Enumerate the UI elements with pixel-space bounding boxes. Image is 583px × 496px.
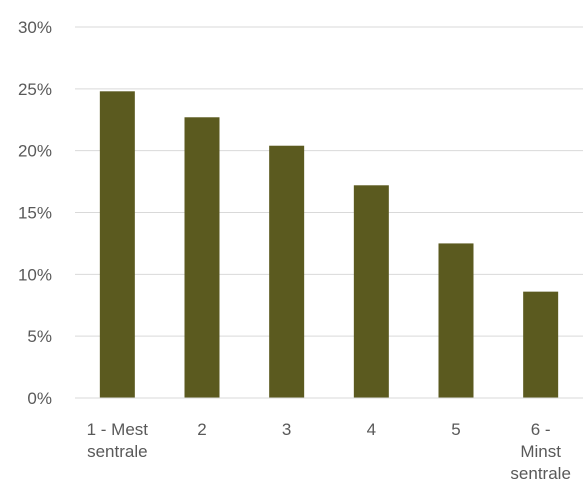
bar: [353, 185, 389, 398]
x-tick-label: 4: [367, 420, 376, 439]
bar: [438, 243, 474, 398]
bar: [99, 91, 135, 398]
y-tick-labels: 0% 5% 10% 15% 20% 25% 30%: [18, 18, 52, 408]
x-tick-label-line: 2: [197, 420, 206, 439]
y-tick-label: 15%: [18, 204, 52, 223]
x-tick-label-line: 4: [367, 420, 376, 439]
y-tick-label: 0%: [27, 389, 52, 408]
x-tick-labels: 1 - Mest sentrale 2 3 4 5 6 - Minst sentrale: [87, 420, 571, 483]
bars: [99, 91, 559, 398]
x-tick-label-line: sentrale: [87, 442, 147, 461]
bar: [523, 291, 559, 398]
x-tick-label-line: sentrale: [510, 464, 570, 483]
x-tick-label: 1 - Mest sentrale: [87, 420, 149, 461]
x-tick-label-line: 5: [451, 420, 460, 439]
x-tick-label: 3: [282, 420, 291, 439]
x-tick-label: 5: [451, 420, 460, 439]
y-tick-label: 20%: [18, 142, 52, 161]
y-tick-label: 25%: [18, 80, 52, 99]
x-tick-label-line: 3: [282, 420, 291, 439]
bar: [269, 145, 305, 398]
y-tick-label: 10%: [18, 265, 52, 284]
y-tick-label: 5%: [27, 327, 52, 346]
x-tick-label: 6 - Minst sentrale: [510, 420, 570, 483]
x-tick-label-line: 1 - Mest: [87, 420, 149, 439]
gridlines: [75, 26, 583, 337]
x-tick-label-line: 6 -: [531, 420, 551, 439]
y-tick-label: 30%: [18, 18, 52, 37]
bar: [184, 117, 220, 398]
x-tick-label-line: Minst: [520, 442, 561, 461]
x-tick-label: 2: [197, 420, 206, 439]
